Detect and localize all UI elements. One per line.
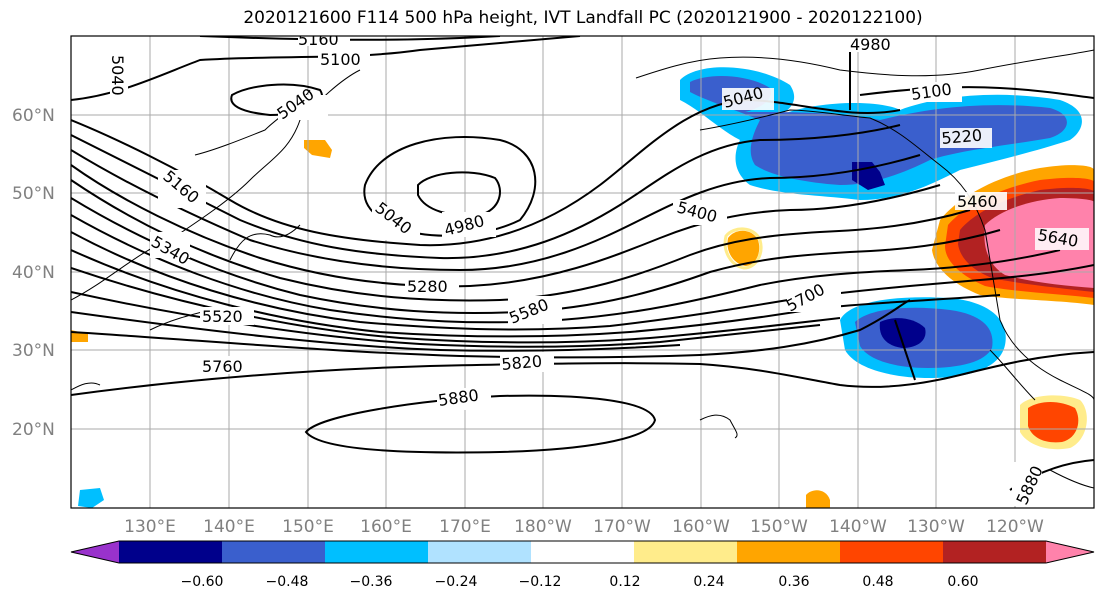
- negative-anomaly-southwest: [78, 488, 104, 508]
- lon-label: 140°W: [829, 517, 887, 537]
- longitude-labels: 130°E 140°E 150°E 160°E 170°E 180°W 170°…: [124, 517, 1044, 537]
- lon-label: 170°E: [439, 517, 491, 537]
- lat-label-30n: 30°N: [12, 341, 55, 361]
- lon-label: 130°E: [124, 517, 176, 537]
- contour-label: 5040: [108, 55, 127, 96]
- colorbar-tick-label: 0.24: [693, 574, 724, 590]
- positive-anomaly-hawaii-north-edge: [723, 227, 763, 270]
- colorbar-tick-label: −0.24: [435, 574, 478, 590]
- colorbar-segment: [840, 541, 944, 563]
- contour-label: 5220: [941, 126, 983, 148]
- colorbar-ticks: −0.60 −0.48 −0.36 −0.24 −0.12 0.12 0.24 …: [181, 574, 979, 590]
- contour-label: 5160: [298, 30, 339, 49]
- positive-anomaly-kuril: [304, 140, 332, 158]
- colorbar-segment: [737, 541, 841, 563]
- colorbar-tick-label: 0.48: [862, 574, 893, 590]
- lon-label: 160°W: [672, 517, 730, 537]
- contour-label: 5460: [957, 192, 998, 211]
- colorbar-segment: [325, 541, 429, 563]
- colorbar-segment: [119, 541, 223, 563]
- colorbar-tick-label: 0.60: [947, 574, 978, 590]
- lat-label-50n: 50°N: [12, 184, 55, 204]
- lon-label: 140°E: [203, 517, 255, 537]
- contour-label: 4980: [850, 35, 891, 54]
- contour-labels: 5160 5100 5040 5040 5040 4980 5160 5340 …: [108, 30, 1089, 508]
- contour-label: 5280: [407, 277, 448, 296]
- contour-label: 5520: [202, 307, 243, 326]
- lon-label: 130°W: [907, 517, 965, 537]
- colorbar: [70, 540, 1095, 564]
- colorbar-segment: [428, 541, 532, 563]
- colorbar-tick-label: −0.48: [266, 574, 309, 590]
- positive-anomaly-south: [806, 490, 830, 508]
- lon-label: 180°W: [514, 517, 572, 537]
- colorbar-segment: [943, 541, 1047, 563]
- colorbar-outline: [70, 540, 1095, 564]
- lat-label-60n: 60°N: [12, 106, 55, 126]
- colorbar-tick-label: 0.12: [609, 574, 640, 590]
- lon-label: 150°W: [750, 517, 808, 537]
- graticule: [71, 36, 1094, 508]
- colorbar-tick-label: −0.12: [519, 574, 562, 590]
- colorbar-tick-label: 0.36: [778, 574, 809, 590]
- colorbar-extend-high: [1046, 541, 1094, 563]
- lon-label: 160°E: [360, 517, 412, 537]
- colorbar-tick-label: −0.36: [350, 574, 393, 590]
- lat-label-20n: 20°N: [12, 420, 55, 440]
- map-frame: [70, 35, 1095, 509]
- colorbar-extend-low: [71, 541, 119, 563]
- lon-label: 150°E: [282, 517, 334, 537]
- lat-label-40n: 40°N: [12, 263, 55, 283]
- contour-label: 5760: [202, 357, 243, 376]
- colorbar-segment: [634, 541, 738, 563]
- colorbar-segment: [531, 541, 635, 563]
- positive-anomaly-mexico-core: [1028, 402, 1079, 443]
- lon-label: 170°W: [593, 517, 651, 537]
- latitude-labels: 60°N 50°N 40°N 30°N 20°N: [12, 106, 55, 440]
- colorbar-tick-label: −0.60: [181, 574, 224, 590]
- contour-label: 5100: [320, 50, 361, 69]
- negative-anomaly-subtropical-core: [879, 318, 926, 348]
- lon-label: 120°W: [986, 517, 1044, 537]
- contour-label: 5820: [501, 352, 543, 374]
- colorbar-segment: [222, 541, 326, 563]
- map-title: 2020121600 F114 500 hPa height, IVT Land…: [243, 8, 923, 28]
